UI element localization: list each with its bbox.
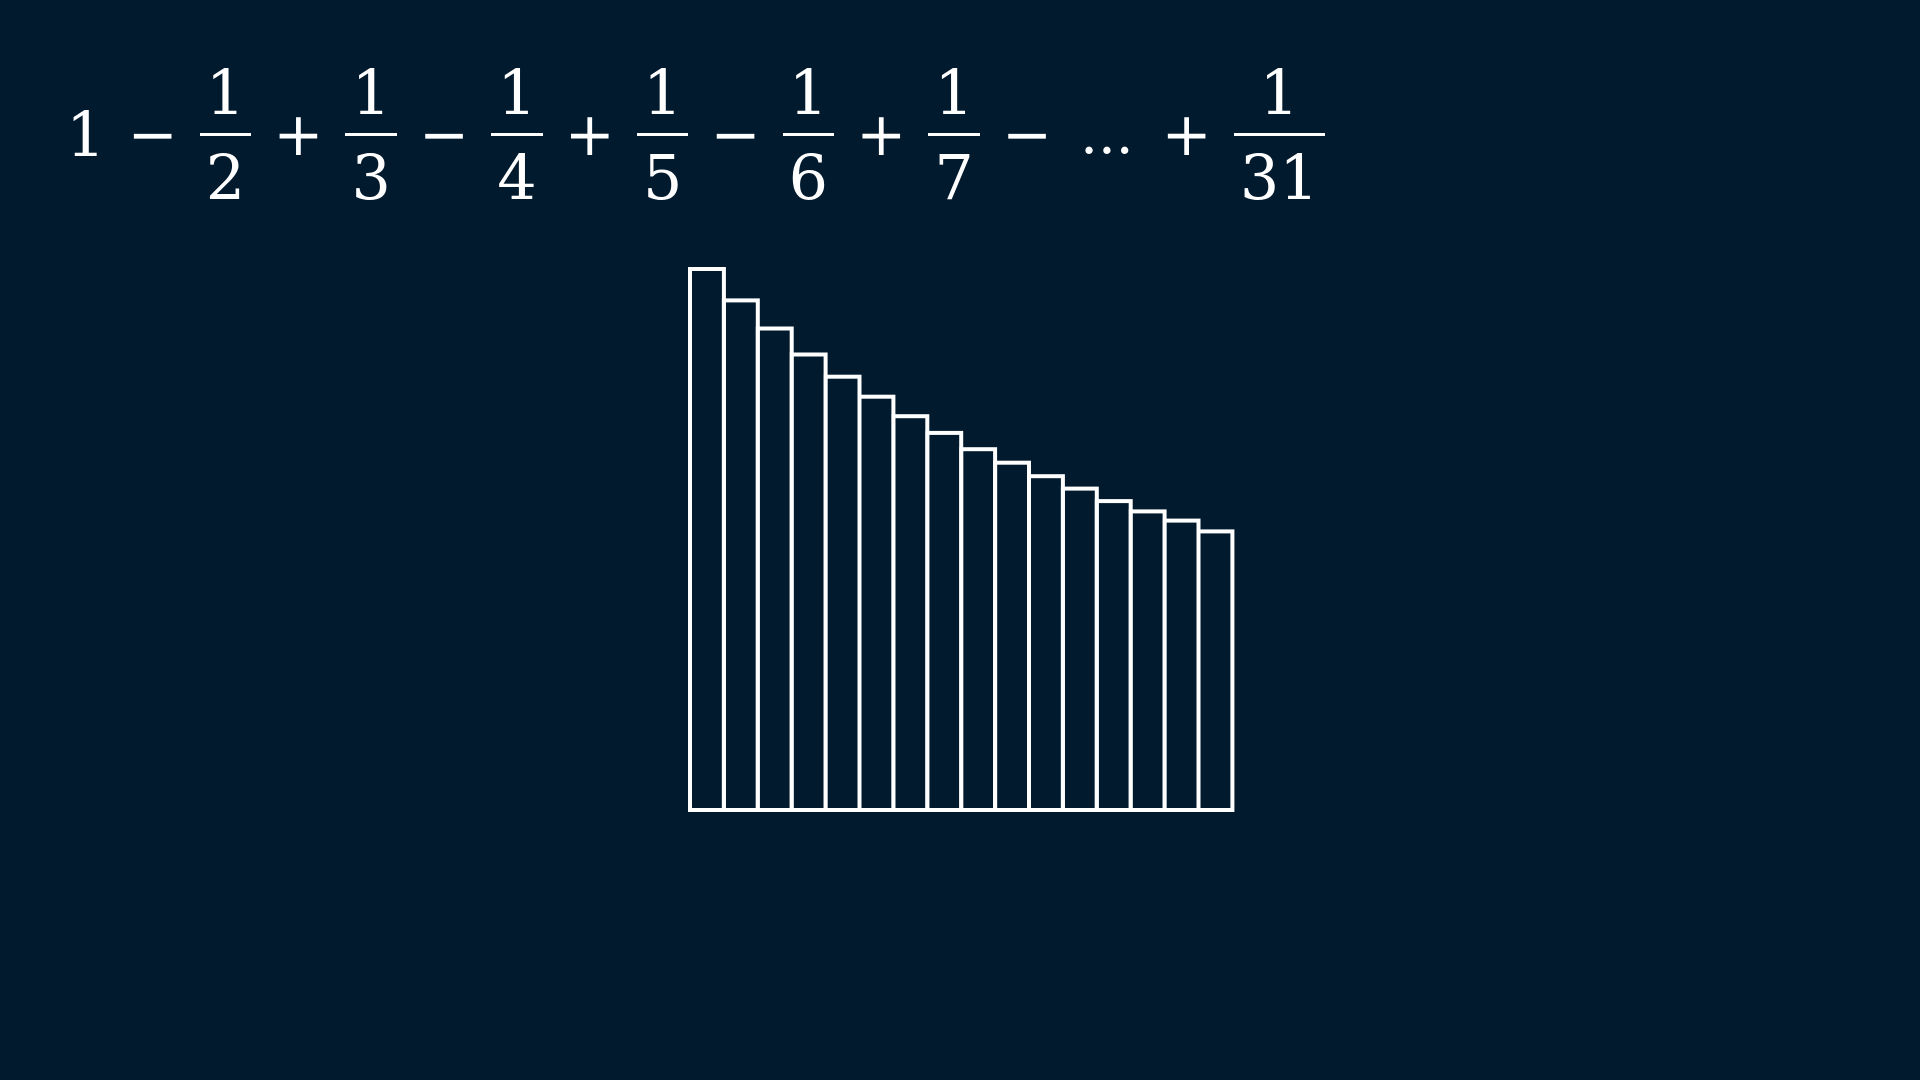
formula-operator: − bbox=[1001, 100, 1053, 170]
fraction-denominator: 4 bbox=[497, 140, 537, 214]
bar-14 bbox=[1128, 509, 1167, 812]
formula-fraction: 1 5 bbox=[631, 55, 694, 214]
fraction-bar bbox=[199, 132, 252, 136]
formula-lead-term: 1 bbox=[66, 98, 106, 171]
bar-5 bbox=[823, 374, 862, 812]
formula-operator: − bbox=[710, 100, 761, 170]
fraction-denominator: 5 bbox=[642, 140, 683, 214]
fraction-denominator: 31 bbox=[1239, 140, 1319, 214]
formula-operator: + bbox=[564, 100, 615, 170]
fraction-bar bbox=[345, 132, 397, 136]
formula-fraction: 1 4 bbox=[485, 55, 548, 214]
formula-fraction: 1 7 bbox=[922, 55, 985, 214]
fraction-bar bbox=[491, 132, 543, 136]
formula-fraction: 1 2 bbox=[194, 55, 257, 214]
fraction-numerator: 1 bbox=[1259, 55, 1299, 129]
bar-15 bbox=[1162, 518, 1201, 812]
bar-12 bbox=[1060, 486, 1099, 812]
fraction-denominator: 2 bbox=[205, 140, 246, 214]
formula-fraction: 1 6 bbox=[777, 55, 840, 214]
bar-7 bbox=[891, 414, 930, 812]
fraction-denominator: 6 bbox=[788, 140, 829, 214]
bar-6 bbox=[857, 394, 896, 812]
formula-operator: − bbox=[418, 100, 470, 170]
series-formula: 1 − 1 2 + 1 3 − 1 4 + 1 5 − 1 6 bbox=[60, 55, 1331, 215]
formula-ellipsis: ... bbox=[1080, 102, 1134, 167]
bar-9 bbox=[959, 447, 998, 812]
bar-4 bbox=[789, 352, 828, 812]
bar-11 bbox=[1027, 474, 1065, 812]
formula-fraction: 1 3 bbox=[339, 55, 402, 214]
fraction-bar bbox=[782, 132, 835, 136]
bar-2 bbox=[721, 298, 760, 812]
fraction-numerator: 1 bbox=[497, 55, 537, 129]
formula-final-fraction: 1 31 bbox=[1228, 55, 1331, 214]
formula-operator: + bbox=[1161, 100, 1212, 170]
fraction-numerator: 1 bbox=[788, 55, 829, 129]
bar-10 bbox=[993, 460, 1031, 812]
bar-16 bbox=[1196, 529, 1235, 813]
fraction-numerator: 1 bbox=[205, 55, 246, 129]
fraction-numerator: 1 bbox=[642, 55, 683, 129]
formula-operator: + bbox=[856, 100, 907, 170]
fraction-bar bbox=[636, 132, 689, 136]
formula-operator: − bbox=[127, 100, 178, 170]
fraction-numerator: 1 bbox=[351, 55, 391, 129]
formula-operator: + bbox=[273, 100, 324, 170]
bar-13 bbox=[1094, 499, 1133, 812]
bar-1 bbox=[688, 267, 726, 812]
bar-3 bbox=[755, 326, 794, 812]
bar-8 bbox=[925, 430, 964, 812]
fraction-bar bbox=[928, 132, 980, 136]
fraction-denominator: 3 bbox=[351, 140, 391, 214]
fraction-numerator: 1 bbox=[934, 55, 974, 129]
fraction-denominator: 7 bbox=[934, 140, 974, 214]
fraction-bar bbox=[1233, 132, 1325, 136]
